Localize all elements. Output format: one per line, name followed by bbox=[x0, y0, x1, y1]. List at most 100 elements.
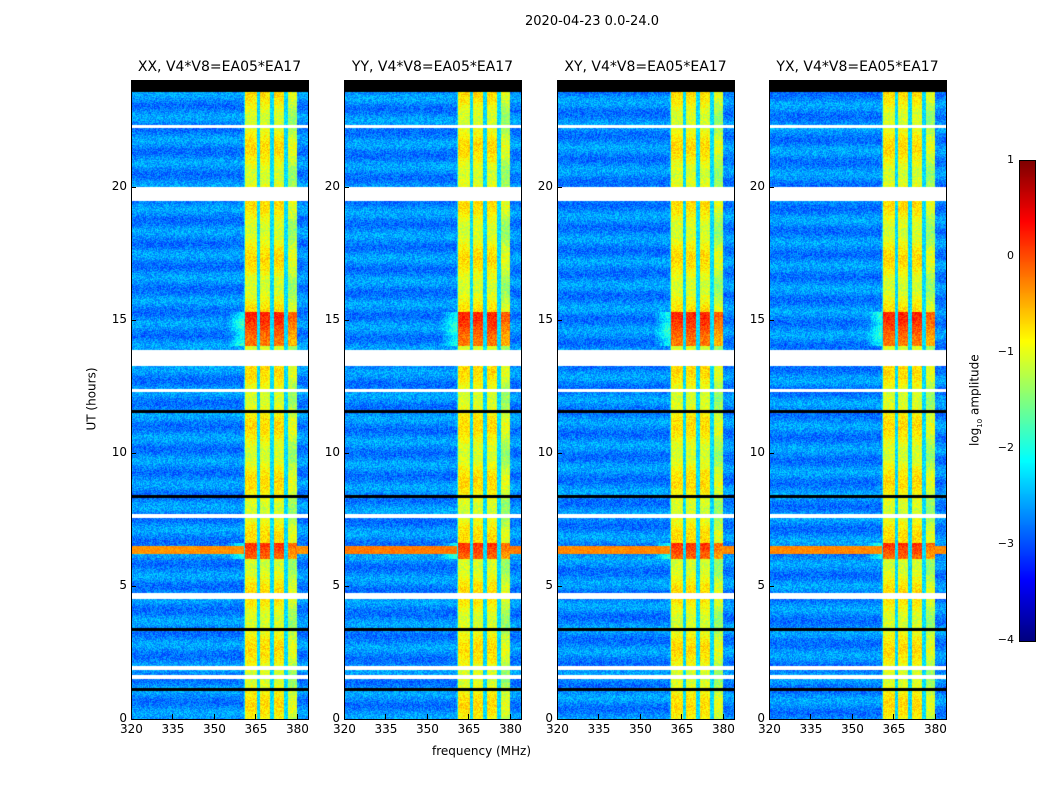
y-tick bbox=[769, 585, 774, 587]
y-tick bbox=[769, 186, 774, 188]
y-tick-label: 0 bbox=[757, 711, 765, 725]
y-tick bbox=[131, 719, 136, 720]
y-tick bbox=[557, 719, 562, 720]
colorbar-tick-label: 0 bbox=[1007, 249, 1014, 262]
x-tick-label: 350 bbox=[628, 722, 652, 736]
y-tick-label: 15 bbox=[537, 311, 553, 326]
x-tick bbox=[255, 714, 257, 719]
waterfall-panel-3 bbox=[769, 80, 946, 719]
x-tick bbox=[934, 714, 936, 719]
colorbar-label: log10 amplitude bbox=[967, 354, 985, 447]
panel-frame bbox=[344, 80, 522, 720]
x-tick-label: 350 bbox=[202, 722, 226, 736]
x-tick bbox=[681, 714, 683, 719]
y-tick-label: 20 bbox=[324, 178, 340, 193]
x-tick bbox=[509, 714, 511, 719]
x-tick bbox=[131, 714, 132, 719]
y-tick bbox=[131, 186, 136, 188]
x-tick-label: 380 bbox=[711, 722, 735, 736]
y-tick bbox=[344, 452, 349, 454]
y-tick-label: 0 bbox=[332, 711, 340, 725]
x-tick bbox=[769, 714, 770, 719]
y-tick-label: 10 bbox=[324, 444, 340, 459]
x-tick-label: 335 bbox=[587, 722, 611, 736]
y-tick-label: 5 bbox=[545, 577, 553, 592]
y-tick bbox=[557, 319, 562, 321]
colorbar-tick-label: −1 bbox=[997, 345, 1014, 358]
panel-title: XX, V4*V8=EA05*EA17 bbox=[137, 59, 302, 75]
x-tick-label: 320 bbox=[546, 722, 569, 736]
y-tick bbox=[344, 585, 349, 587]
panel-frame bbox=[769, 80, 947, 720]
x-tick-label: 365 bbox=[670, 722, 694, 736]
x-tick-label: 335 bbox=[161, 722, 185, 736]
y-tick-label: 20 bbox=[749, 178, 765, 193]
x-tick-label: 320 bbox=[333, 722, 356, 736]
x-tick bbox=[426, 714, 428, 719]
y-tick bbox=[344, 186, 349, 188]
y-tick-label: 20 bbox=[537, 178, 553, 193]
x-tick-label: 365 bbox=[244, 722, 268, 736]
panel-title: YX, V4*V8=EA05*EA17 bbox=[776, 59, 939, 75]
x-tick-label: 365 bbox=[882, 722, 906, 736]
x-tick-label: 320 bbox=[758, 722, 781, 736]
y-tick-label: 15 bbox=[111, 311, 127, 326]
y-tick bbox=[769, 319, 774, 321]
waterfall-panel-1 bbox=[344, 80, 521, 719]
y-tick-label: 20 bbox=[111, 178, 127, 193]
x-tick bbox=[893, 714, 895, 719]
y-tick-label: 15 bbox=[749, 311, 765, 326]
y-tick-label: 0 bbox=[545, 711, 553, 725]
y-tick-label: 0 bbox=[119, 711, 127, 725]
x-tick-label: 320 bbox=[120, 722, 143, 736]
colorbar-tick-label: −2 bbox=[997, 441, 1014, 454]
y-tick-label: 5 bbox=[757, 577, 765, 592]
x-tick-label: 380 bbox=[285, 722, 309, 736]
x-tick-label: 335 bbox=[799, 722, 823, 736]
y-tick-label: 15 bbox=[324, 311, 340, 326]
colorbar-tick-label: 1 bbox=[1007, 153, 1014, 166]
y-tick-label: 10 bbox=[111, 444, 127, 459]
figure-title: 2020-04-23 0.0-24.0 bbox=[525, 14, 659, 29]
colorbar-tick-label: −4 bbox=[997, 633, 1014, 646]
y-axis-label: UT (hours) bbox=[84, 367, 99, 431]
panel-frame bbox=[557, 80, 735, 720]
colorbar-tick-label: −3 bbox=[997, 537, 1014, 550]
x-tick bbox=[851, 714, 853, 719]
waterfall-panel-2 bbox=[557, 80, 734, 719]
x-tick bbox=[468, 714, 470, 719]
y-tick-label: 5 bbox=[119, 577, 127, 592]
panel-frame bbox=[131, 80, 309, 720]
y-tick bbox=[131, 452, 136, 454]
x-tick-label: 350 bbox=[415, 722, 439, 736]
x-tick-label: 380 bbox=[498, 722, 522, 736]
waterfall-panel-0 bbox=[131, 80, 308, 719]
x-tick-label: 365 bbox=[457, 722, 481, 736]
x-tick bbox=[598, 714, 600, 719]
x-tick bbox=[557, 714, 558, 719]
y-tick bbox=[344, 319, 349, 321]
y-tick-label: 10 bbox=[749, 444, 765, 459]
panel-title: YY, V4*V8=EA05*EA17 bbox=[351, 59, 514, 75]
x-axis-label: frequency (MHz) bbox=[432, 744, 532, 758]
y-tick-label: 10 bbox=[537, 444, 553, 459]
y-tick bbox=[557, 585, 562, 587]
y-tick bbox=[131, 319, 136, 321]
x-tick bbox=[172, 714, 174, 719]
y-tick bbox=[557, 452, 562, 454]
y-tick-label: 5 bbox=[332, 577, 340, 592]
y-tick bbox=[769, 452, 774, 454]
x-tick bbox=[722, 714, 724, 719]
x-tick bbox=[296, 714, 298, 719]
colorbar bbox=[1019, 160, 1036, 642]
y-tick bbox=[769, 719, 774, 720]
x-tick bbox=[810, 714, 812, 719]
x-tick-label: 335 bbox=[374, 722, 398, 736]
y-tick bbox=[557, 186, 562, 188]
x-tick-label: 380 bbox=[923, 722, 947, 736]
x-tick bbox=[344, 714, 345, 719]
y-tick bbox=[131, 585, 136, 587]
x-tick-label: 350 bbox=[840, 722, 864, 736]
panel-title: XY, V4*V8=EA05*EA17 bbox=[564, 59, 727, 75]
x-tick bbox=[639, 714, 641, 719]
